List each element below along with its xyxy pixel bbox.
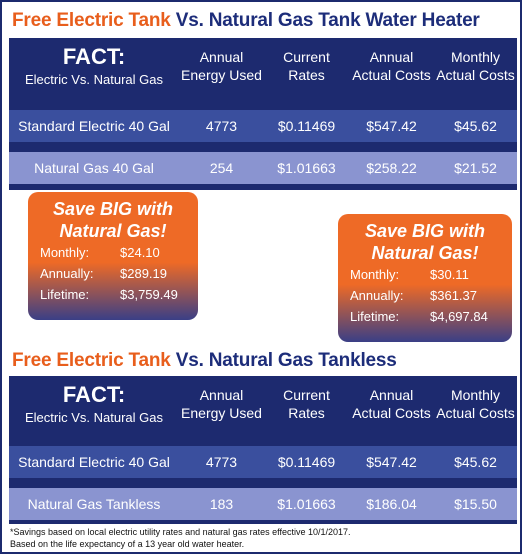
monthly-value: $24.10 xyxy=(120,245,160,260)
row-energy: 254 xyxy=(209,160,234,176)
section2-table-header: FACT: Electric Vs. Natural Gas Annual En… xyxy=(9,376,517,442)
section2-fact-subtitle: Electric Vs. Natural Gas xyxy=(25,410,163,425)
section1-fact-title: FACT: xyxy=(62,44,126,69)
table-row: Natural Gas Tankless 183 $1.01663 $186.0… xyxy=(9,488,517,520)
savings-box-1-lifetime: Lifetime: $3,759.49 xyxy=(40,284,186,305)
footnote-line2: Based on the life expectancy of a 13 yea… xyxy=(10,539,245,549)
row-rate: $0.11469 xyxy=(277,118,336,134)
monthly-label: Monthly: xyxy=(350,267,400,282)
section1-table: FACT: Electric Vs. Natural Gas Annual En… xyxy=(9,38,517,190)
section2-col-annual: Annual Actual Costs xyxy=(352,387,431,421)
section1-table-header: FACT: Electric Vs. Natural Gas Annual En… xyxy=(9,38,517,104)
savings-box-1-title-line1: Save BIG with xyxy=(52,199,174,219)
annually-label: Annually: xyxy=(350,288,404,303)
row-rate: $1.01663 xyxy=(277,160,336,176)
row-rate: $0.11469 xyxy=(277,454,336,470)
section1-fact: FACT: Electric Vs. Natural Gas xyxy=(9,44,179,90)
row-label: Standard Electric 40 Gal xyxy=(18,118,170,134)
annually-value: $289.19 xyxy=(120,266,167,281)
section2-fact: FACT: Electric Vs. Natural Gas xyxy=(9,382,179,428)
section1-col-rates: Current Rates xyxy=(283,49,330,83)
section1-heading-navy: Vs. Natural Gas Tank Water Heater xyxy=(175,10,480,31)
row-energy: 4773 xyxy=(205,454,238,470)
row-monthly-cost: $45.62 xyxy=(454,454,497,470)
section1-heading-orange: Free Electric Tank xyxy=(12,10,171,31)
section1-heading: Free Electric Tank Vs. Natural Gas Tank … xyxy=(12,6,514,36)
savings-box-1-monthly: Monthly: $24.10 xyxy=(40,242,186,263)
annually-value: $361.37 xyxy=(430,288,477,303)
row-label: Natural Gas 40 Gal xyxy=(34,160,154,176)
section2-col-monthly: Monthly Actual Costs xyxy=(436,387,515,421)
savings-box-2-annually: Annually: $361.37 xyxy=(350,285,500,306)
footnote-line1: *Savings based on local electric utility… xyxy=(10,527,351,537)
row-energy: 183 xyxy=(209,496,234,512)
table-row: Standard Electric 40 Gal 4773 $0.11469 $… xyxy=(9,110,517,142)
row-label: Natural Gas Tankless xyxy=(27,496,161,512)
section2-heading-navy: Vs. Natural Gas Tankless xyxy=(175,350,397,371)
row-monthly-cost: $21.52 xyxy=(454,160,497,176)
row-monthly-cost: $45.62 xyxy=(454,118,497,134)
table-row: Standard Electric 40 Gal 4773 $0.11469 $… xyxy=(9,446,517,478)
row-label: Standard Electric 40 Gal xyxy=(18,454,170,470)
row-annual-cost: $547.42 xyxy=(366,118,417,134)
monthly-label: Monthly: xyxy=(40,245,90,260)
row-annual-cost: $186.04 xyxy=(366,496,417,512)
row-annual-cost: $258.22 xyxy=(366,160,417,176)
savings-box-2-title-line2: Natural Gas! xyxy=(371,243,479,263)
row-monthly-cost: $15.50 xyxy=(454,496,497,512)
savings-box-2-lifetime: Lifetime: $4,697.84 xyxy=(350,306,500,327)
section2-col-rates: Current Rates xyxy=(283,387,330,421)
monthly-value: $30.11 xyxy=(430,267,469,282)
savings-box-2: Save BIG with Natural Gas! Monthly: $30.… xyxy=(338,214,512,342)
lifetime-value: $4,697.84 xyxy=(430,309,488,324)
section1-fact-subtitle: Electric Vs. Natural Gas xyxy=(25,72,163,87)
lifetime-value: $3,759.49 xyxy=(120,287,178,302)
savings-box-1-annually: Annually: $289.19 xyxy=(40,263,186,284)
section2-fact-title: FACT: xyxy=(62,382,126,407)
savings-box-2-title-line1: Save BIG with xyxy=(364,221,486,241)
savings-box-1-title-line2: Natural Gas! xyxy=(59,221,167,241)
annually-label: Annually: xyxy=(40,266,94,281)
row-annual-cost: $547.42 xyxy=(366,454,417,470)
savings-box-1: Save BIG with Natural Gas! Monthly: $24.… xyxy=(28,192,198,320)
section1-col-energy: Annual Energy Used xyxy=(181,49,262,83)
lifetime-label: Lifetime: xyxy=(350,309,400,324)
table-row: Natural Gas 40 Gal 254 $1.01663 $258.22 … xyxy=(9,152,517,184)
section1-col-annual: Annual Actual Costs xyxy=(352,49,431,83)
section1-col-monthly: Monthly Actual Costs xyxy=(436,49,515,83)
footnote: *Savings based on local electric utility… xyxy=(10,526,516,550)
row-energy: 4773 xyxy=(205,118,238,134)
section2-heading-orange: Free Electric Tank xyxy=(12,350,171,371)
savings-box-2-monthly: Monthly: $30.11 xyxy=(350,264,500,285)
section2-table: FACT: Electric Vs. Natural Gas Annual En… xyxy=(9,376,517,524)
lifetime-label: Lifetime: xyxy=(40,287,90,302)
row-rate: $1.01663 xyxy=(277,496,336,512)
section2-col-energy: Annual Energy Used xyxy=(181,387,262,421)
section2-heading: Free Electric Tank Vs. Natural Gas Tankl… xyxy=(12,346,514,376)
